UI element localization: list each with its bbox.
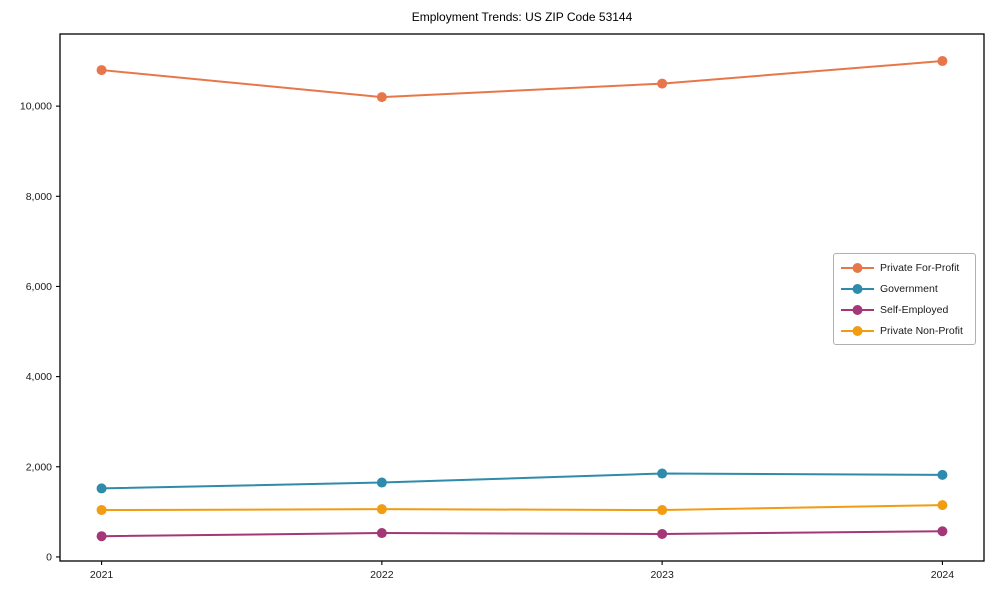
data-point-marker [937,469,948,480]
y-tick-label: 2,000 [26,461,52,473]
x-tick-label: 2024 [931,569,955,581]
legend-marker-icon [841,262,874,273]
plot-area-border [59,33,985,562]
data-point-marker [96,531,107,542]
data-point-marker [657,468,668,479]
y-tick-label: 8,000 [26,191,52,203]
legend-label: Government [880,282,938,295]
data-point-marker [937,500,948,511]
y-tick-label: 0 [46,551,52,563]
x-tick-label: 2021 [90,569,114,581]
series-line-government [101,472,943,490]
y-tick-label: 4,000 [26,371,52,383]
data-point-marker [376,504,387,515]
legend-label: Private For-Profit [880,261,960,274]
legend-item-government: Government [841,280,968,298]
data-point-marker [657,505,668,516]
x-tick-label: 2023 [650,569,674,581]
data-point-marker [376,528,387,539]
data-point-marker [657,528,668,539]
data-point-marker [657,78,668,89]
legend-label: Private Non-Profit [880,324,963,337]
data-point-marker [376,92,387,103]
data-point-marker [96,65,107,76]
x-tick-label: 2022 [370,569,394,581]
legend-item-self-employed: Self-Employed [841,301,968,319]
legend-item-private-non-profit: Private Non-Profit [841,322,968,340]
legend-marker-icon [841,304,874,315]
legend-item-private-for-profit: Private For-Profit [841,259,968,277]
data-point-marker [96,505,107,516]
legend-marker-icon [841,325,874,336]
series-line-private-non-profit [101,504,943,512]
data-point-marker [937,56,948,67]
y-tick-label: 10,000 [20,101,52,113]
legend-marker-icon [841,283,874,294]
legend: Private For-Profit Government Self-Employe… [833,253,976,345]
series-line-self-employed [101,530,943,538]
chart-title: Employment Trends: US ZIP Code 53144 [411,10,633,24]
y-tick-label: 6,000 [26,281,52,293]
legend-label: Self-Employed [880,303,949,316]
data-point-marker [376,477,387,488]
data-point-marker [937,526,948,537]
series-line-private-for-profit [101,60,943,99]
data-point-marker [96,483,107,494]
